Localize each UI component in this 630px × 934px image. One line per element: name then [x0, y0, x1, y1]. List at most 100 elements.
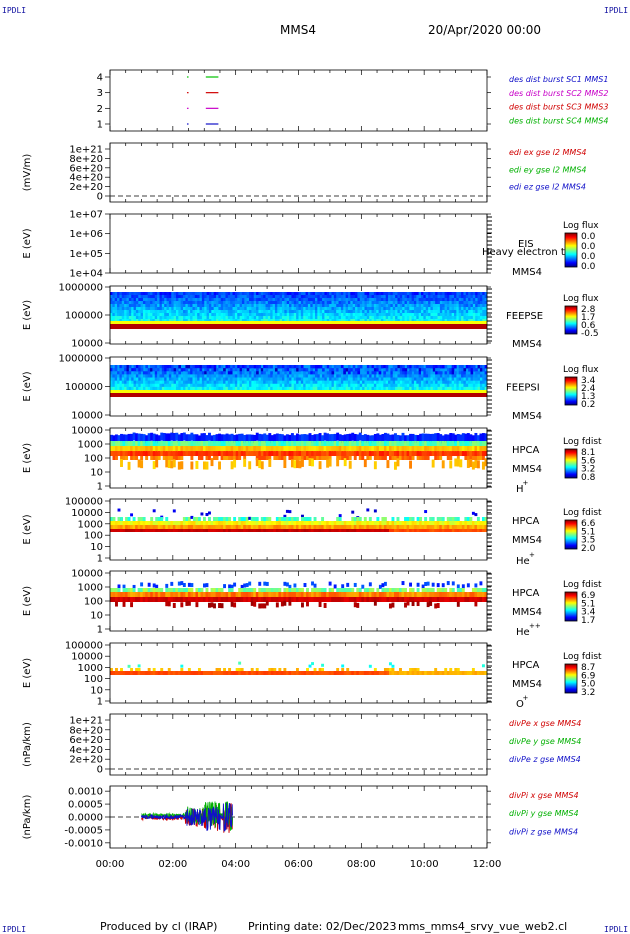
eis-ytick: 1e+04: [69, 269, 103, 280]
hpca_o-ylabel: E (eV): [22, 658, 33, 688]
hpca_he2-ytick: 100: [84, 597, 103, 608]
hpca_o-ytick: 10: [90, 685, 103, 696]
hpca_h-colorbar-tick: 5.6: [581, 456, 596, 466]
hpca_h-ytick: 10: [90, 468, 103, 479]
hpca_he-colorbar-tick: 5.1: [581, 527, 595, 537]
divpi-series-line: [140, 802, 233, 832]
divpi-legend-entry: divPi z gse MMS4: [509, 827, 578, 836]
hpca_he2-species-charge: ++: [529, 622, 541, 630]
burst-frame: [109, 69, 488, 132]
eis-ytick: 1e+07: [69, 210, 103, 221]
divpi-ylabel: (nPa/km): [22, 795, 33, 840]
footer-produced-by: Produced by cl (IRAP): [100, 920, 218, 933]
hpca_he2-colorbar: [564, 591, 578, 622]
eis-colorbar-tick: 0.0: [581, 242, 596, 252]
hpca_he2-ylabel: E (eV): [22, 586, 33, 616]
hpca_o-species: O: [516, 699, 524, 710]
hpca_h-species: H: [516, 484, 524, 495]
hpca_he-mission-label: MMS4: [512, 535, 542, 546]
divpe-ytick: 2e+20: [69, 755, 103, 766]
edi-ylabel: (mV/m): [22, 154, 33, 192]
burst-legend-entry: des dist burst SC3 MMS3: [509, 103, 608, 112]
divpe-ylabel: (nPa/km): [22, 722, 33, 767]
feeps_i-ytick: 100000: [65, 382, 103, 393]
eis-ylabel: E (eV): [22, 228, 33, 258]
burst-ytick: 2: [97, 104, 103, 115]
edi-ytick: 0: [97, 192, 103, 203]
x-tick-label: 00:00: [96, 859, 125, 870]
edi-ytick: 6e+20: [69, 163, 103, 174]
eis-product-label: Heavy electron tof: [482, 247, 575, 258]
hpca_he2-mission-label: MMS4: [512, 607, 542, 618]
feeps_i-colorbar: [564, 376, 578, 406]
hpca_o-colorbar-tick: 5.0: [581, 680, 596, 690]
feeps_i-colorbar-tick: 3.4: [581, 376, 596, 386]
hpca_o-colorbar: [564, 663, 578, 694]
hpca_o-species-charge: +: [523, 694, 529, 702]
divpe-ytick: 4e+20: [69, 745, 103, 756]
divpe-ytick: 6e+20: [69, 735, 103, 746]
feeps_e-mission-label: MMS4: [512, 339, 542, 350]
divpe-ytick: 1e+21: [69, 716, 103, 727]
hpca_he2-species: He: [516, 627, 530, 638]
x-tick-label: 06:00: [284, 859, 313, 870]
feeps_e-colorbar-tick: 2.8: [581, 305, 596, 315]
hpca_he-ytick: 10: [90, 542, 103, 553]
divpe-legend-entry: divPe x gse MMS4: [509, 719, 581, 728]
hpca_h-colorbar-title: Log fdist: [563, 437, 602, 447]
hpca_he-colorbar-tick: 3.5: [581, 536, 595, 546]
eis-frame: [109, 213, 488, 274]
edi-legend-entry: edi ex gse l2 MMS4: [509, 148, 587, 157]
divpi-ytick: 0.0010: [68, 787, 103, 798]
feeps_i-spectrogram: [110, 365, 488, 397]
hpca_he-ytick: 1000: [78, 519, 103, 530]
burst-legend-entry: des dist burst SC2 MMS2: [509, 89, 608, 98]
eis-colorbar-tick: 0.0: [581, 252, 596, 262]
burst-legend-entry: des dist burst SC1 MMS1: [509, 75, 608, 84]
hpca_he-colorbar-title: Log fdist: [563, 508, 602, 518]
hpca_o-colorbar-tick: 8.7: [581, 663, 595, 673]
burst-ytick: 3: [97, 88, 103, 99]
hpca_he-species-charge: +: [529, 551, 535, 559]
edi-ytick: 1e+21: [69, 145, 103, 156]
mission-title: MMS4: [280, 23, 316, 37]
divpi-ytick: 0.0000: [68, 813, 103, 824]
hpca_he-species: He: [516, 556, 530, 567]
burst-ytick: 4: [97, 73, 103, 84]
edi-ytick: 8e+20: [69, 154, 103, 165]
hpca_o-label: HPCA: [512, 660, 540, 671]
feeps_i-ylabel: E (eV): [22, 371, 33, 401]
hpca_h-colorbar-tick: 0.8: [581, 473, 596, 483]
edi-ytick: 2e+20: [69, 182, 103, 193]
feeps_e-spectrogram: [110, 292, 488, 329]
burst-ytick: 1: [97, 120, 103, 131]
hpca_o-spectrogram: [110, 661, 488, 675]
x-tick-label: 04:00: [221, 859, 250, 870]
hpca_he2-label: HPCA: [512, 588, 540, 599]
hpca_he-ytick: 1: [97, 554, 103, 565]
divpi-legend-entry: divPi y gse MMS4: [509, 809, 579, 818]
feeps_e-colorbar-title: Log flux: [563, 294, 599, 304]
x-tick-label: 08:00: [347, 859, 376, 870]
feeps_e-ylabel: E (eV): [22, 300, 33, 330]
hpca_h-colorbar: [564, 448, 578, 479]
divpi-ytick: -0.0005: [64, 825, 103, 836]
hpca_he2-ytick: 10: [90, 611, 103, 622]
hpca_he2-ytick: 1: [97, 625, 103, 636]
hpca_h-colorbar-tick: 8.1: [581, 448, 595, 458]
feeps_e-ytick: 100000: [65, 311, 103, 322]
divpe-legend-entry: divPe z gse MMS4: [509, 755, 581, 764]
edi-ytick: 4e+20: [69, 173, 103, 184]
x-tick-label: 12:00: [473, 859, 502, 870]
footer-script: mms_mms4_srvy_vue_web2.cl: [398, 920, 568, 933]
hpca_he2-colorbar-tick: 5.1: [581, 599, 595, 609]
hpca_o-ytick: 1000: [78, 663, 103, 674]
hpca_he2-ytick: 10000: [71, 569, 103, 580]
hpca_he2-colorbar-tick: 6.9: [581, 591, 596, 601]
hpca_he-ylabel: E (eV): [22, 514, 33, 544]
edi-legend-entry: edi ey gse l2 MMS4: [509, 165, 587, 174]
hpca_o-colorbar-tick: 3.2: [581, 688, 595, 698]
hpca_o-ytick: 1: [97, 697, 103, 708]
hpca_h-ytick: 1: [97, 482, 103, 493]
